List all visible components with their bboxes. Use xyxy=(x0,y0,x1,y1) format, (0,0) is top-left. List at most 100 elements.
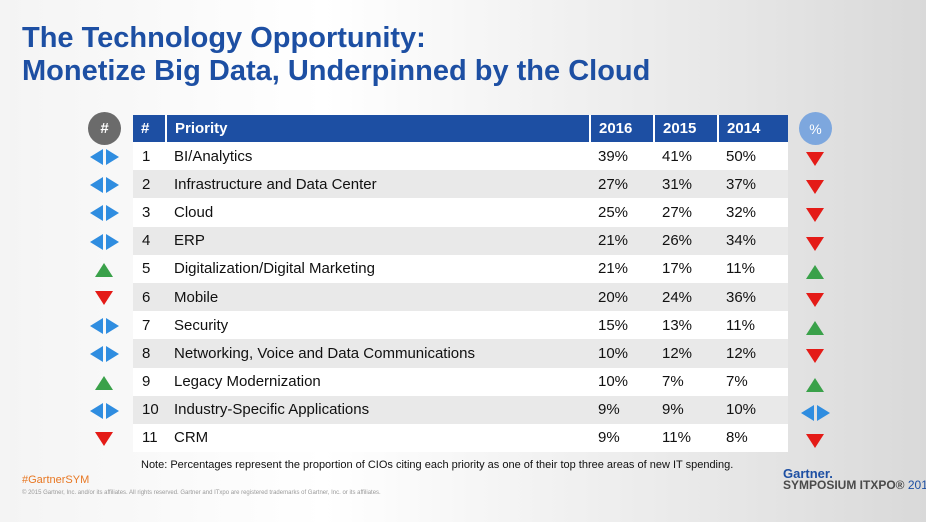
value-2014-cell: 8% xyxy=(718,423,788,453)
value-2015-cell: 13% xyxy=(654,311,718,340)
rank-cell: 3 xyxy=(133,198,166,227)
table-row: 11 CRM 9% 11% 8% xyxy=(133,423,788,453)
percent-trend-indicator xyxy=(800,375,830,395)
table-note: Note: Percentages represent the proporti… xyxy=(141,459,734,471)
rank-trend-indicator xyxy=(89,344,119,364)
event-name: SYMPOSIUM ITXPO® xyxy=(783,478,905,492)
table-row: 3 Cloud 25% 27% 32% xyxy=(133,198,788,227)
value-2015-cell: 7% xyxy=(654,367,718,396)
value-2014-cell: 37% xyxy=(718,170,788,199)
value-2015-cell: 24% xyxy=(654,282,718,312)
table-header-row: # Priority 2016 2015 2014 xyxy=(133,115,788,142)
priority-cell: Mobile xyxy=(166,282,590,312)
title-line-2: Monetize Big Data, Underpinned by the Cl… xyxy=(22,55,651,87)
table-row: 10 Industry-Specific Applications 9% 9% 10% xyxy=(133,395,788,424)
value-2016-cell: 9% xyxy=(590,423,654,453)
slide-title: The Technology Opportunity: Monetize Big… xyxy=(22,22,650,88)
percent-trend-indicator xyxy=(800,149,830,169)
gartner-logo: Gartner. xyxy=(783,466,833,481)
rank-cell: 5 xyxy=(133,254,166,283)
rank-cell: 10 xyxy=(133,395,166,424)
value-2016-cell: 9% xyxy=(590,395,654,424)
rank-trend-indicator xyxy=(89,175,119,195)
left-right-arrow-icon xyxy=(800,404,830,421)
value-2015-cell: 27% xyxy=(654,198,718,227)
rank-trend-indicator xyxy=(89,429,119,449)
value-2015-cell: 41% xyxy=(654,142,718,171)
rank-cell: 8 xyxy=(133,339,166,368)
copyright: © 2015 Gartner, Inc. and/or its affiliat… xyxy=(22,490,381,496)
priority-cell: CRM xyxy=(166,423,590,453)
title-line-1: The Technology Opportunity: xyxy=(22,22,426,54)
value-2014-cell: 7% xyxy=(718,367,788,396)
rank-cell: 4 xyxy=(133,226,166,255)
value-2016-cell: 10% xyxy=(590,339,654,368)
triangle-up-icon xyxy=(806,377,824,392)
priority-cell: Legacy Modernization xyxy=(166,367,590,396)
triangle-up-icon xyxy=(95,262,113,277)
value-2015-cell: 17% xyxy=(654,254,718,283)
symposium-logo: SYMPOSIUM ITXPO® 2015 xyxy=(783,478,926,492)
triangle-down-icon xyxy=(806,434,824,448)
value-2016-cell: 20% xyxy=(590,282,654,312)
rank-cell: 2 xyxy=(133,170,166,199)
priority-cell: Cloud xyxy=(166,198,590,227)
rank-trend-indicator xyxy=(89,373,119,393)
percent-trend-indicator xyxy=(800,205,830,225)
left-right-arrow-icon xyxy=(89,177,119,194)
rank-trend-indicator xyxy=(89,203,119,223)
left-right-arrow-icon xyxy=(89,402,119,419)
priority-cell: Digitalization/Digital Marketing xyxy=(166,254,590,283)
header-rank: # xyxy=(133,115,167,142)
left-right-arrow-icon xyxy=(89,318,119,335)
percent-change-badge: % xyxy=(799,112,832,145)
value-2015-cell: 26% xyxy=(654,226,718,255)
value-2014-cell: 50% xyxy=(718,142,788,171)
rank-trend-indicator xyxy=(89,316,119,336)
left-right-arrow-icon xyxy=(89,149,119,165)
value-2014-cell: 34% xyxy=(718,226,788,255)
triangle-down-icon xyxy=(806,180,824,195)
percent-trend-indicator xyxy=(800,234,830,254)
priorities-table: # Priority 2016 2015 2014 1 BI/Analytics 3… xyxy=(133,115,788,453)
table-row: 5 Digitalization/Digital Marketing 21% 17% 1… xyxy=(133,254,788,283)
value-2016-cell: 25% xyxy=(590,198,654,227)
priority-cell: ERP xyxy=(166,226,590,255)
rank-trend-indicator xyxy=(89,147,119,167)
priority-cell: Networking, Voice and Data Communication… xyxy=(166,339,590,368)
triangle-down-icon xyxy=(806,208,824,223)
value-2015-cell: 11% xyxy=(654,423,718,453)
rank-cell: 6 xyxy=(133,282,166,312)
table-row: 6 Mobile 20% 24% 36% xyxy=(133,282,788,312)
table-row: 8 Networking, Voice and Data Communicatio… xyxy=(133,339,788,368)
value-2016-cell: 10% xyxy=(590,367,654,396)
value-2016-cell: 21% xyxy=(590,254,654,283)
triangle-down-icon xyxy=(806,293,824,307)
percent-trend-indicator xyxy=(800,290,830,310)
triangle-up-icon xyxy=(95,375,113,390)
value-2014-cell: 11% xyxy=(718,254,788,283)
percent-trend-indicator xyxy=(800,318,830,338)
rank-cell: 11 xyxy=(133,423,166,453)
value-2014-cell: 36% xyxy=(718,282,788,312)
table-row: 7 Security 15% 13% 11% xyxy=(133,311,788,340)
header-2015: 2015 xyxy=(654,115,719,142)
triangle-up-icon xyxy=(806,321,824,336)
percent-trend-indicator xyxy=(800,262,830,282)
triangle-up-icon xyxy=(806,264,824,279)
priority-cell: Infrastructure and Data Center xyxy=(166,170,590,199)
table-row: 2 Infrastructure and Data Center 27% 31% 37% xyxy=(133,170,788,199)
value-2016-cell: 39% xyxy=(590,142,654,171)
priority-cell: Security xyxy=(166,311,590,340)
value-2014-cell: 32% xyxy=(718,198,788,227)
value-2015-cell: 31% xyxy=(654,170,718,199)
rank-trend-indicator xyxy=(89,288,119,308)
rank-cell: 1 xyxy=(133,142,166,171)
left-right-arrow-icon xyxy=(89,233,119,250)
priority-cell: Industry-Specific Applications xyxy=(166,395,590,424)
left-right-arrow-icon xyxy=(89,346,119,363)
left-right-arrow-icon xyxy=(89,205,119,222)
priority-cell: BI/Analytics xyxy=(166,142,590,171)
header-2014: 2014 xyxy=(718,115,788,142)
triangle-down-icon xyxy=(806,349,824,364)
